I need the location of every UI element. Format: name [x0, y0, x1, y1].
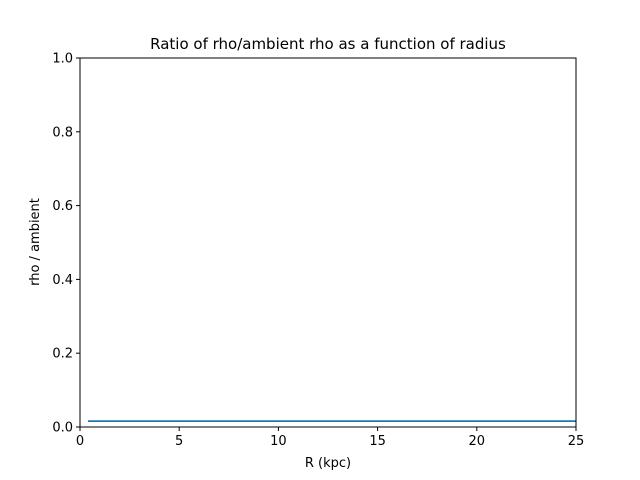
- y-tick-label: 0.4: [52, 273, 73, 288]
- chart-title: Ratio of rho/ambient rho as a function o…: [150, 35, 506, 53]
- x-axis-label: R (kpc): [305, 456, 351, 471]
- x-tick-label: 5: [175, 434, 183, 449]
- y-tick-label: 0.0: [52, 421, 73, 436]
- y-axis-ticks: 0.0 0.2 0.4 0.6 0.8 1.0: [52, 52, 80, 436]
- x-tick-label: 25: [568, 434, 585, 449]
- plot-area: [80, 58, 576, 427]
- y-tick-label: 0.8: [52, 125, 73, 140]
- plot-frame: [79, 57, 577, 428]
- y-tick-label: 1.0: [52, 52, 73, 67]
- x-tick-label: 0: [76, 434, 84, 449]
- y-tick-label: 0.6: [52, 199, 73, 214]
- y-axis-label: rho / ambient: [28, 198, 43, 286]
- x-axis-ticks: 0 5 10 15 20 25: [76, 427, 584, 449]
- y-tick-label: 0.2: [52, 347, 73, 362]
- x-tick-label: 15: [369, 434, 386, 449]
- x-tick-label: 20: [469, 434, 486, 449]
- x-tick-label: 10: [270, 434, 287, 449]
